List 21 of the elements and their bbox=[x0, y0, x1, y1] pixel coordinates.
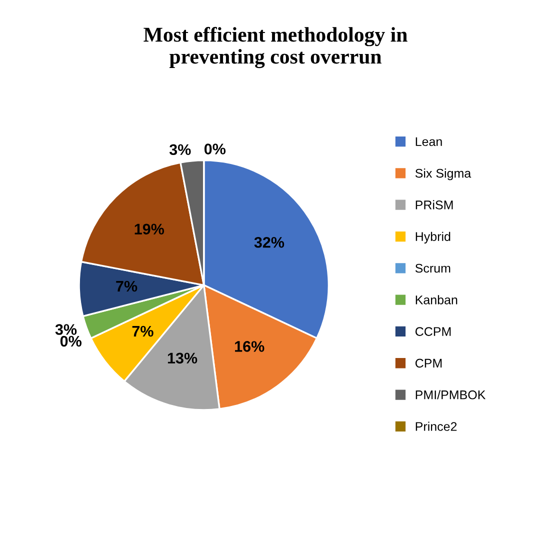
legend-label: CPM bbox=[415, 358, 442, 368]
text: 0% bbox=[204, 144, 226, 154]
legend-label: Six Sigma bbox=[415, 168, 472, 180]
legend-label: Lean bbox=[416, 137, 442, 146]
data-label: 13% bbox=[168, 352, 198, 364]
legend-label: Kanban bbox=[416, 295, 458, 304]
chart-title: Most efficient methodology in preventing cost overrun bbox=[144, 26, 408, 68]
legend-label: Scrum bbox=[415, 264, 450, 273]
data-label: 19% bbox=[134, 224, 164, 235]
data-label: 7% bbox=[132, 326, 154, 337]
data-label: 16% bbox=[235, 341, 264, 352]
legend-label: PMI/PMBOK bbox=[416, 390, 486, 400]
data-label: 32% bbox=[254, 236, 284, 248]
text: 0% bbox=[60, 336, 82, 347]
legend-label: Hybrid bbox=[416, 232, 450, 244]
legend-label: Prince2 bbox=[416, 422, 457, 431]
data-label: 7% bbox=[116, 280, 138, 292]
data-label: 3% bbox=[55, 324, 77, 335]
legend-label: CCPM bbox=[415, 327, 451, 336]
data-label: 3% bbox=[169, 144, 191, 156]
legend-label: PRiSM bbox=[416, 200, 453, 210]
